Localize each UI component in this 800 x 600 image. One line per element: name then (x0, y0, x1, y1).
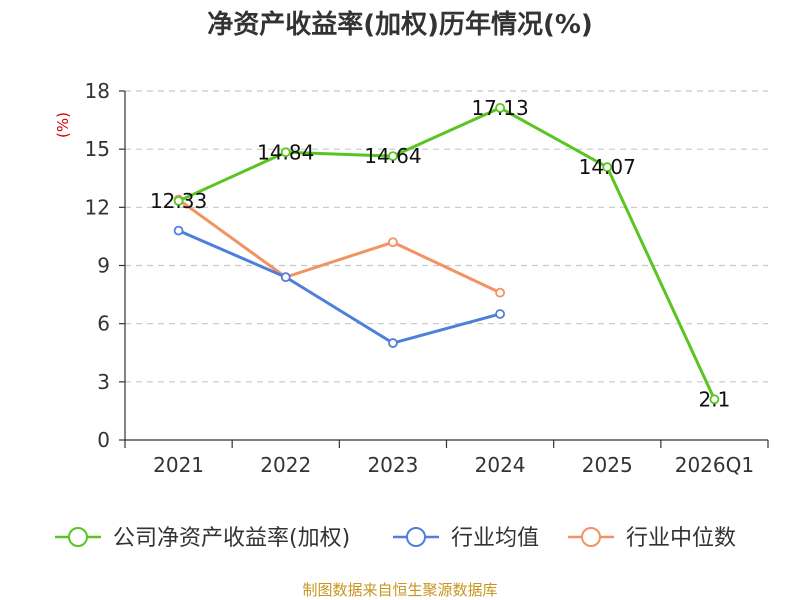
y-tick-label: 15 (85, 137, 110, 161)
legend-label: 公司净资产收益率(加权) (113, 526, 350, 551)
data-point (495, 309, 505, 319)
source-note: 制图数据来自恒生聚源数据库 (302, 581, 497, 599)
x-tick-label: 2022 (260, 453, 311, 477)
data-label: 14.07 (579, 155, 636, 179)
series-line (177, 106, 716, 400)
legend-marker (406, 527, 426, 547)
data-point (280, 147, 291, 158)
data-label: 14.84 (257, 140, 314, 164)
grid (125, 90, 768, 383)
data-point (709, 394, 720, 405)
x-tick-label: 2026Q1 (675, 453, 754, 477)
axes: 0 3 6 9 12 15 18 2021 2022 2023 2024 2025 2026Q1 (85, 79, 769, 477)
y-tick-label: 18 (85, 79, 110, 103)
x-tick-label: 2023 (367, 453, 418, 477)
data-point (495, 287, 505, 298)
data-label: 17.13 (471, 96, 528, 120)
x-tick-label: 2024 (475, 453, 526, 477)
legend-item[interactable]: 行业均值 (393, 526, 539, 551)
y-tick-label: 9 (97, 254, 110, 278)
legend-marker (68, 527, 88, 547)
data-point (173, 196, 184, 206)
legend-marker (581, 527, 601, 547)
data-point (495, 102, 505, 113)
y-tick-label: 3 (97, 370, 110, 394)
data-point (388, 338, 398, 348)
x-tick-label: 2021 (153, 453, 204, 477)
legend-item[interactable]: 公司净资产收益率(加权) (55, 526, 350, 551)
legend: 公司净资产收益率(加权) 行业均值 行业中位数 (55, 526, 736, 551)
plot-area (173, 102, 720, 405)
y-tick-label: 12 (85, 195, 110, 219)
legend-label: 行业中位数 (626, 526, 736, 551)
data-labels: 12.33 14.84 14.64 17.13 14.07 2.1 (150, 96, 730, 411)
chart-title: 净资产收益率(加权)历年情况(%) (207, 9, 593, 40)
data-point (280, 272, 291, 283)
data-label: 12.33 (150, 189, 207, 213)
y-tick-label: 6 (97, 312, 110, 336)
legend-item[interactable]: 行业中位数 (568, 526, 736, 551)
data-point (602, 162, 613, 173)
data-point (388, 151, 398, 162)
data-point (388, 237, 398, 248)
data-label: 14.64 (364, 144, 421, 168)
y-axis-label: (%) (54, 112, 72, 138)
y-tick-label: 0 (97, 428, 110, 452)
x-tick-label: 2025 (582, 453, 633, 477)
data-point (173, 225, 184, 236)
legend-label: 行业均值 (451, 526, 539, 551)
series-line (177, 229, 501, 345)
series-line (177, 198, 501, 295)
data-label: 2.1 (699, 387, 731, 411)
